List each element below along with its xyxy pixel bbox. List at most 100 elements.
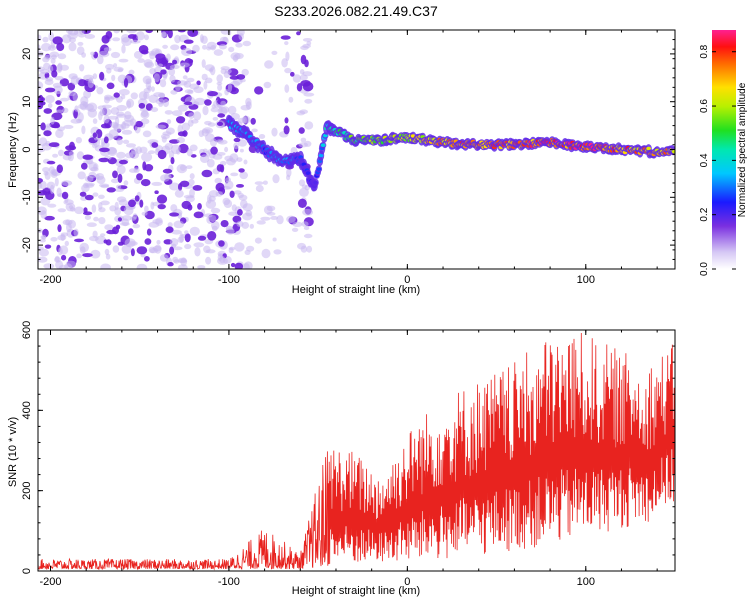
- spectrogram-speckle: [283, 125, 290, 135]
- spectrogram-speckle: [129, 118, 137, 127]
- spectrogram-speckle: [220, 220, 229, 228]
- spectrogram-speckle: [228, 247, 234, 254]
- spectrogram-speckle: [219, 43, 227, 50]
- spectrogram-speckle: [171, 229, 182, 235]
- spectrogram-speckle: [217, 84, 223, 91]
- spectrogram-speckle: [220, 164, 225, 173]
- spectrogram-speckle: [138, 45, 149, 54]
- spectrogram-speckle: [183, 39, 194, 44]
- spectrogram-speckle: [224, 89, 229, 96]
- spectrogram-speckle: [270, 215, 278, 220]
- spectrogram-speckle: [255, 184, 264, 193]
- y-tick-label: 600: [21, 321, 33, 339]
- spectrogram-speckle: [72, 92, 78, 102]
- spectrogram-speckle: [188, 112, 195, 119]
- spectrogram-speckle: [249, 223, 254, 229]
- spectrogram-speckle: [52, 36, 63, 45]
- spectrogram-speckle: [299, 109, 309, 114]
- bottom-y-ticks: 0 200 400 600: [21, 321, 675, 574]
- spectrogram-speckle: [166, 119, 172, 125]
- colorbar-tick-label: 0.2: [699, 207, 710, 221]
- spectrogram-speckle: [169, 75, 176, 83]
- spectrogram-speckle: [38, 100, 44, 110]
- spectrogram-speckle: [211, 104, 216, 109]
- spectrogram-speckle: [224, 68, 232, 74]
- spectrogram-speckle: [114, 207, 122, 216]
- spectrogram-speckle: [143, 91, 150, 100]
- spectrogram-speckle: [116, 138, 124, 146]
- snr-panel: -200 -100 0 100 0 200 400 600 Height of straig…: [7, 321, 676, 597]
- spectrogram-speckle: [196, 80, 201, 86]
- spectrogram-speckle: [207, 91, 218, 97]
- spectrogram-speckle: [104, 96, 115, 101]
- spectrogram-speckle: [284, 84, 290, 93]
- spectrogram-speckle: [300, 80, 311, 87]
- spectrogram-speckle: [150, 107, 159, 113]
- spectrogram-speckle: [79, 64, 85, 72]
- spectrogram-speckle: [99, 71, 105, 81]
- spectrogram-speckle: [215, 182, 225, 192]
- spectrogram-speckle: [184, 243, 192, 250]
- spectrogram-speckle: [170, 204, 178, 212]
- spectrogram-speckle: [215, 191, 223, 197]
- spectrogram-speckle: [197, 265, 206, 269]
- spectrogram-speckle: [179, 62, 190, 68]
- spectrogram-speckle: [231, 204, 237, 212]
- spectrogram-speckle: [74, 206, 84, 215]
- spectrogram-speckle: [116, 104, 127, 112]
- spectrogram-speckle: [189, 173, 195, 180]
- spectrogram-speckle: [45, 95, 55, 104]
- spectrogram-speckle: [44, 244, 52, 249]
- spectrogram-speckle: [126, 30, 138, 34]
- spectrogram-speckle: [134, 125, 141, 134]
- spectrogram-speckle: [301, 221, 309, 227]
- spectrogram-speckle: [266, 211, 276, 216]
- spectrogram-speckle: [151, 181, 163, 186]
- spectrogram-speckle: [202, 148, 208, 153]
- signal-band-core: [316, 167, 322, 171]
- spectrogram-speckle: [138, 102, 146, 109]
- spectrogram-speckle: [141, 152, 153, 162]
- spectrogram-speckle: [201, 59, 206, 68]
- spectrogram-speckle: [197, 203, 202, 210]
- spectrogram-speckle: [125, 152, 134, 159]
- y-tick-label: 0: [21, 568, 33, 574]
- spectrogram-speckle: [284, 67, 292, 74]
- spectrogram-speckle: [299, 74, 308, 81]
- spectrogram-speckle: [238, 33, 244, 41]
- spectrogram-speckle: [125, 143, 137, 148]
- spectrogram-speckle: [209, 215, 217, 222]
- spectrogram-speckle: [204, 64, 215, 71]
- spectrogram-speckle: [236, 157, 243, 163]
- spectrogram-speckle: [212, 154, 223, 160]
- spectrogram-speckle: [148, 94, 159, 104]
- spectrogram-speckle: [160, 174, 170, 182]
- spectrogram-speckle: [74, 105, 79, 112]
- spectrogram-speckle: [120, 94, 126, 100]
- spectrogram-speckle: [123, 255, 129, 261]
- spectrogram-speckle: [128, 69, 135, 75]
- spectrogram-speckle: [303, 92, 315, 97]
- spectrogram-speckle: [167, 262, 174, 267]
- spectrogram-speckle: [98, 194, 105, 199]
- spectrogram-speckle: [218, 240, 225, 247]
- spectrogram-speckle: [237, 192, 244, 198]
- spectrogram-speckle: [210, 207, 221, 214]
- spectrogram-speckle: [112, 245, 120, 253]
- spectrogram-speckle: [242, 40, 252, 47]
- spectrogram-speckle: [217, 113, 226, 118]
- spectrogram-speckle: [155, 217, 164, 226]
- spectrogram-speckle: [298, 142, 309, 148]
- spectrogram-speckle: [303, 233, 313, 239]
- spectrogram-speckle: [292, 221, 303, 227]
- spectrogram-speckle: [81, 162, 88, 170]
- spectrogram-speckle: [98, 202, 103, 210]
- spectrogram-speckle: [79, 30, 85, 35]
- spectrogram-speckle: [161, 31, 167, 38]
- colorbar-label: Normalized spectral amplitude: [737, 82, 748, 217]
- spectrogram-speckle: [176, 137, 185, 144]
- spectrogram-speckle: [169, 212, 180, 217]
- spectrogram-speckle: [106, 187, 116, 193]
- spectrogram-speckle: [155, 124, 167, 129]
